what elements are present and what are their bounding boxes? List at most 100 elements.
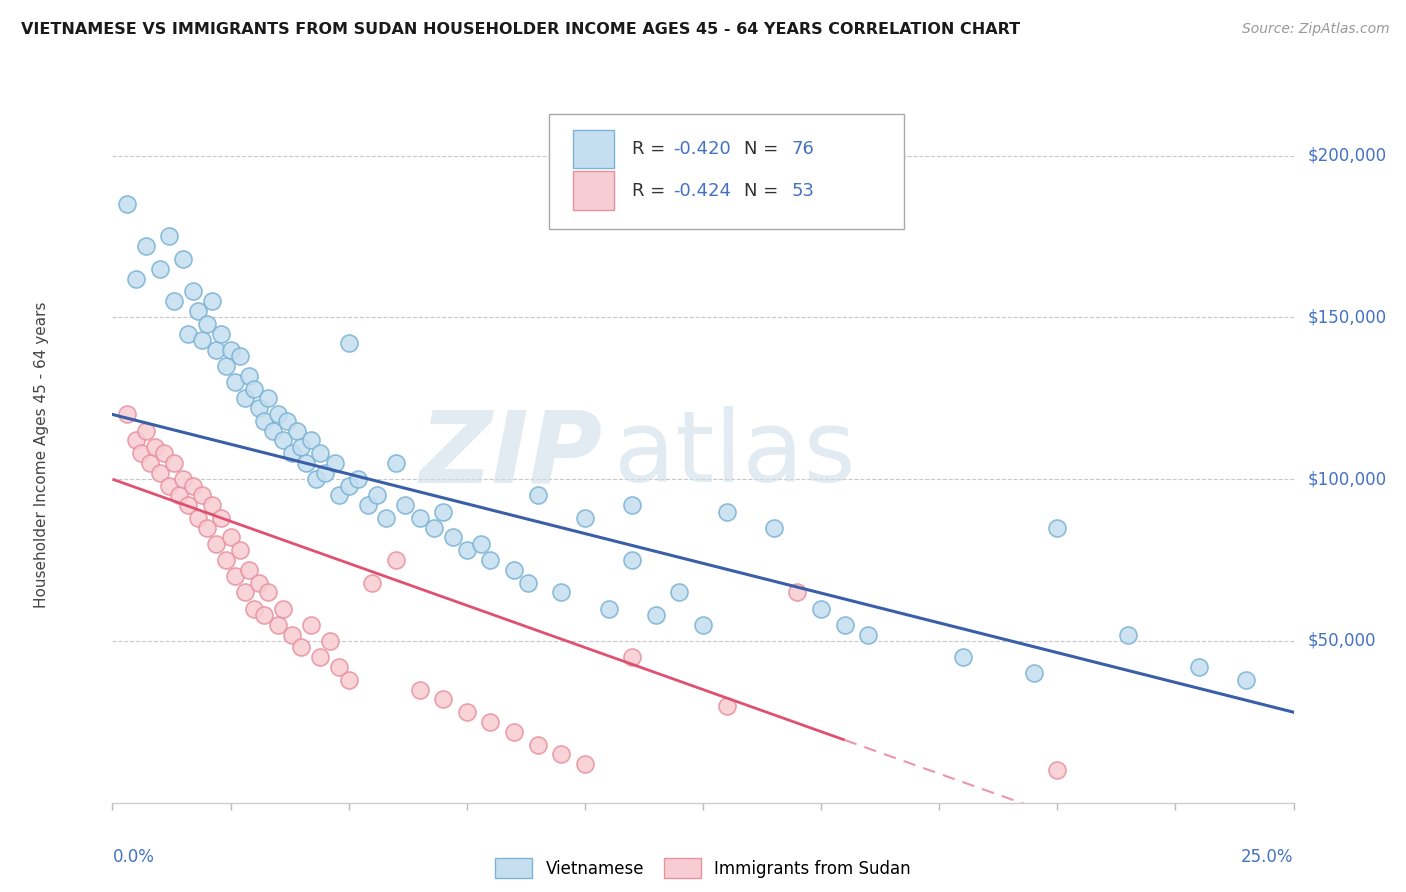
Point bbox=[149, 466, 172, 480]
Text: $200,000: $200,000 bbox=[1308, 146, 1386, 165]
Point bbox=[328, 488, 350, 502]
Point bbox=[238, 368, 260, 383]
Point bbox=[209, 511, 232, 525]
Point bbox=[422, 521, 444, 535]
Text: -0.424: -0.424 bbox=[673, 182, 731, 200]
Point bbox=[290, 440, 312, 454]
Point bbox=[281, 446, 304, 460]
Point bbox=[503, 563, 526, 577]
Point bbox=[209, 326, 232, 341]
Point bbox=[186, 304, 208, 318]
Point bbox=[309, 650, 332, 665]
Point bbox=[337, 673, 360, 687]
Point bbox=[253, 608, 276, 623]
Point bbox=[135, 239, 157, 253]
Point bbox=[181, 285, 204, 299]
Point bbox=[219, 531, 242, 545]
Text: N =: N = bbox=[744, 182, 785, 200]
Text: atlas: atlas bbox=[614, 407, 856, 503]
Point bbox=[167, 488, 190, 502]
Text: Householder Income Ages 45 - 64 years: Householder Income Ages 45 - 64 years bbox=[34, 301, 49, 608]
Point bbox=[621, 650, 644, 665]
Point bbox=[172, 472, 194, 486]
Point bbox=[149, 261, 172, 276]
Point bbox=[276, 414, 298, 428]
Point bbox=[479, 714, 502, 729]
Point bbox=[574, 511, 596, 525]
Text: 53: 53 bbox=[792, 182, 814, 200]
Point bbox=[1022, 666, 1045, 681]
Point bbox=[692, 617, 714, 632]
Point bbox=[229, 349, 252, 363]
Point bbox=[172, 252, 194, 267]
Point bbox=[319, 634, 342, 648]
Point bbox=[267, 408, 290, 422]
Point bbox=[201, 294, 224, 309]
Point bbox=[205, 343, 228, 357]
Point bbox=[309, 446, 332, 460]
Point bbox=[810, 601, 832, 615]
Point bbox=[503, 724, 526, 739]
Point bbox=[125, 434, 148, 448]
Point bbox=[267, 617, 290, 632]
Point bbox=[186, 511, 208, 525]
Point bbox=[157, 229, 180, 244]
Text: 0.0%: 0.0% bbox=[112, 848, 155, 866]
Point bbox=[385, 553, 408, 567]
Point bbox=[834, 617, 856, 632]
Text: -0.420: -0.420 bbox=[673, 140, 731, 158]
Point bbox=[191, 333, 214, 347]
Point bbox=[786, 585, 808, 599]
Point bbox=[253, 414, 276, 428]
Text: Source: ZipAtlas.com: Source: ZipAtlas.com bbox=[1241, 22, 1389, 37]
Point bbox=[323, 456, 346, 470]
Point bbox=[115, 197, 138, 211]
Point bbox=[337, 478, 360, 492]
Point bbox=[716, 698, 738, 713]
Point bbox=[135, 424, 157, 438]
Text: $50,000: $50,000 bbox=[1308, 632, 1376, 650]
Text: ZIP: ZIP bbox=[419, 407, 603, 503]
Text: N =: N = bbox=[744, 140, 785, 158]
Point bbox=[668, 585, 690, 599]
Point bbox=[550, 747, 572, 762]
Point bbox=[181, 478, 204, 492]
Point bbox=[247, 401, 270, 415]
Point bbox=[153, 446, 176, 460]
Point bbox=[143, 440, 166, 454]
Point bbox=[347, 472, 370, 486]
Point bbox=[385, 456, 408, 470]
Point bbox=[243, 382, 266, 396]
Point bbox=[125, 271, 148, 285]
Point bbox=[195, 521, 218, 535]
Bar bbox=[574, 129, 614, 168]
Point bbox=[408, 511, 430, 525]
Point bbox=[716, 504, 738, 518]
Point bbox=[299, 617, 322, 632]
Point bbox=[1046, 521, 1069, 535]
Point bbox=[215, 553, 238, 567]
Point bbox=[243, 601, 266, 615]
Text: $100,000: $100,000 bbox=[1308, 470, 1386, 488]
Point bbox=[219, 343, 242, 357]
Point bbox=[621, 498, 644, 512]
Point bbox=[229, 543, 252, 558]
Point bbox=[432, 504, 454, 518]
Point bbox=[1046, 764, 1069, 778]
Point bbox=[115, 408, 138, 422]
Point bbox=[257, 392, 280, 406]
Text: $150,000: $150,000 bbox=[1308, 309, 1386, 326]
Point bbox=[328, 660, 350, 674]
Point bbox=[952, 650, 974, 665]
Point bbox=[361, 575, 384, 590]
Point bbox=[285, 424, 308, 438]
Point bbox=[762, 521, 785, 535]
Point bbox=[356, 498, 378, 512]
Point bbox=[479, 553, 502, 567]
Point bbox=[129, 446, 152, 460]
Point bbox=[1188, 660, 1211, 674]
Point bbox=[195, 317, 218, 331]
Point bbox=[295, 456, 318, 470]
Point bbox=[201, 498, 224, 512]
Text: R =: R = bbox=[633, 140, 671, 158]
